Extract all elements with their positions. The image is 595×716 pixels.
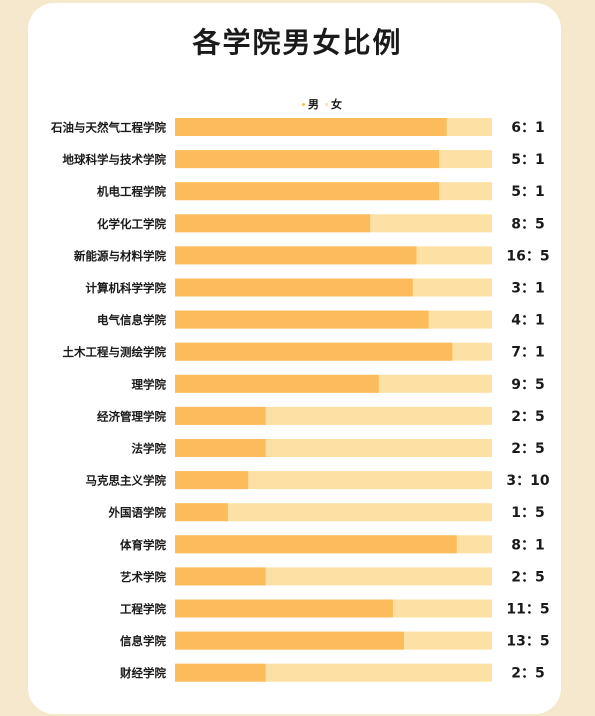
legend-item-female: 女 [325,96,342,112]
ratio-label: 7：1 [511,345,544,361]
bar-male [175,503,228,522]
bar-female [175,471,492,490]
category-label: 财经学院 [119,666,166,680]
category-label: 马克思主义学院 [86,474,167,488]
ratio-label: 6：1 [511,120,544,136]
bar-male [175,150,440,169]
ratio-label: 9：5 [511,377,544,393]
ratio-label: 2：5 [511,409,544,425]
bar-male [175,535,457,554]
bar-male [175,406,266,425]
ratio-label: 16：5 [506,248,549,264]
category-label: 地球科学与技术学院 [63,153,167,167]
category-label: 新能源与材料学院 [74,249,166,263]
legend-swatch-female [325,102,328,106]
bar-male [175,631,404,650]
legend-label-male: 男 [308,98,319,111]
legend: 男 女 [302,96,342,112]
bar-male [175,246,417,265]
bar-male [175,214,371,233]
bar-male [175,599,393,618]
ratio-label: 2：5 [511,666,544,682]
category-label: 电气信息学院 [97,313,166,327]
category-label: 化学化工学院 [97,217,166,231]
bar-male [175,278,413,297]
ratio-label: 3：10 [506,473,549,489]
category-label: 计算机科学学院 [86,281,167,295]
bar-male [175,374,379,393]
category-label: 工程学院 [120,602,166,616]
bar-male [175,471,249,490]
category-label: 信息学院 [120,634,166,648]
ratio-label: 13：5 [506,634,549,650]
bar-female [175,503,492,522]
bar-male [175,118,447,136]
legend-swatch-male [302,102,305,106]
category-label: 体育学院 [120,538,166,552]
category-label: 法学院 [132,442,167,456]
legend-label-female: 女 [331,98,342,111]
chart-title: 各学院男女比例 [192,26,403,59]
bar-male [175,342,453,361]
category-label: 机电工程学院 [97,185,166,199]
ratio-label: 5：1 [511,184,544,200]
category-label: 石油与天然气工程学院 [50,121,166,135]
ratio-label: 8：1 [511,537,544,553]
ratio-label: 5：1 [511,152,544,168]
ratio-label: 3：1 [511,281,544,297]
bar-male [175,567,266,586]
category-label: 艺术学院 [120,570,166,584]
category-label: 经济管理学院 [97,409,166,423]
category-label: 土木工程与测绘学院 [63,345,167,359]
bar-male [175,182,440,201]
ratio-label: 8：5 [511,216,544,232]
category-label: 外国语学院 [108,506,167,520]
legend-item-male: 男 [302,96,319,112]
ratio-label: 2：5 [511,441,544,457]
category-label: 理学院 [132,377,167,391]
bar-male [175,439,266,457]
ratio-label: 4：1 [511,313,544,329]
bar-male [175,663,266,682]
ratio-label: 2：5 [511,569,544,585]
ratio-label: 1：5 [511,505,544,521]
ratio-label: 11：5 [506,602,549,618]
bar-male [175,310,429,329]
